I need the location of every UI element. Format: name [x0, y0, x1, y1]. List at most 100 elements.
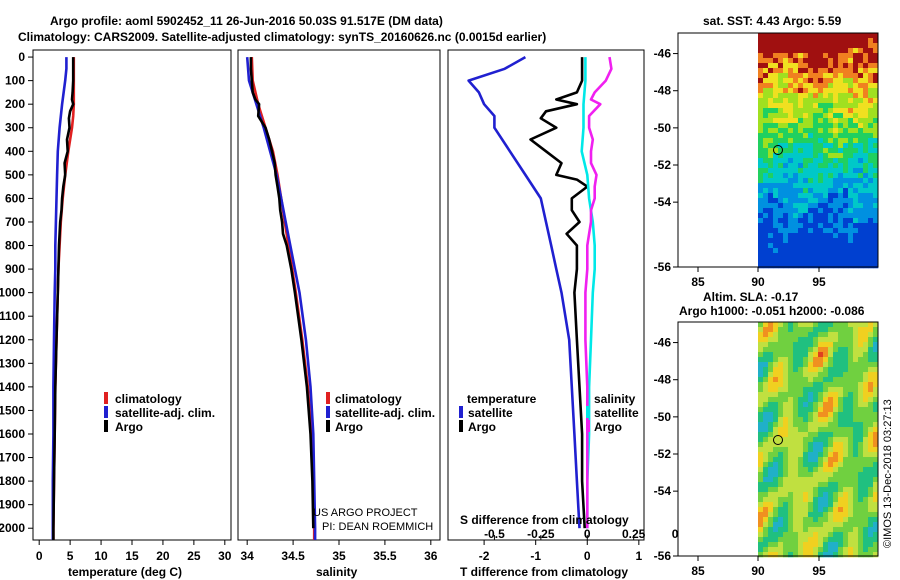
sla-cell: [848, 347, 854, 353]
sla-cell: [858, 387, 864, 393]
sst-cell: [833, 203, 839, 209]
sla-cell: [843, 522, 849, 528]
sst-cell: [863, 178, 869, 184]
sst-cell: [778, 93, 784, 99]
sst-cell: [773, 53, 779, 59]
sla-cell: [818, 322, 824, 328]
sla-cell: [803, 462, 809, 468]
sla-cell: [863, 532, 869, 538]
sla-cell: [768, 412, 774, 418]
sla-cell: [768, 322, 774, 328]
sla-cell: [758, 407, 764, 413]
sst-cell: [813, 223, 819, 229]
sst-cell: [808, 108, 814, 114]
sst-cell: [788, 73, 794, 79]
sst-cell: [843, 143, 849, 149]
sst-cell: [858, 73, 864, 79]
sst-cell: [843, 183, 849, 189]
sla-cell: [823, 432, 829, 438]
sst-cell: [833, 153, 839, 159]
sla-cell: [853, 332, 859, 338]
sst-cell: [783, 153, 789, 159]
sst-cell: [758, 183, 764, 189]
sla-cell: [773, 337, 779, 343]
sst-cell: [808, 123, 814, 129]
sst-cell: [798, 188, 804, 194]
sla-cell: [778, 522, 784, 528]
sst-cell: [848, 223, 854, 229]
sst-cell: [803, 38, 809, 44]
sst-cell: [833, 253, 839, 259]
sst-cell: [758, 113, 764, 119]
sst-cell: [763, 248, 769, 254]
sst-cell: [803, 233, 809, 239]
x-tick-label: 10: [94, 549, 108, 563]
sla-cell: [778, 537, 784, 543]
t-diff-x-axis: -2 -1 0 1: [479, 540, 642, 563]
sst-cell: [758, 173, 764, 179]
sst-cell: [873, 168, 879, 174]
sst-cell: [838, 258, 844, 264]
sla-cell: [873, 457, 879, 463]
sla-cell: [858, 392, 864, 398]
sst-cell: [818, 243, 824, 249]
sla-cell: [833, 452, 839, 458]
sst-cell: [833, 168, 839, 174]
sst-cell: [773, 48, 779, 54]
x-tick-label: 1: [635, 549, 642, 563]
t-diff-xlabel: T difference from climatology: [460, 565, 628, 579]
sla-cell: [848, 352, 854, 358]
sla-cell: [853, 452, 859, 458]
sla-cell: [818, 367, 824, 373]
sla-cell: [828, 432, 834, 438]
sst-cell: [803, 78, 809, 84]
sst-cell: [843, 53, 849, 59]
sst-cell: [828, 178, 834, 184]
sst-cell: [763, 73, 769, 79]
sst-cell: [808, 158, 814, 164]
sla-cell: [828, 527, 834, 533]
sla-cell: [808, 347, 814, 353]
sla-cell: [848, 497, 854, 503]
sst-cell: [778, 48, 784, 54]
sst-cell: [783, 263, 789, 269]
sst-cell: [768, 193, 774, 199]
sst-cell: [763, 148, 769, 154]
sla-cell: [798, 322, 804, 328]
sst-cell: [828, 93, 834, 99]
sla-cell: [808, 457, 814, 463]
x-tick-label: 34: [241, 549, 255, 563]
sla-cell: [758, 497, 764, 503]
sla-cell: [788, 527, 794, 533]
series-line-climatology: [250, 57, 316, 540]
sst-cell: [798, 93, 804, 99]
sst-cell: [783, 198, 789, 204]
sla-cell: [828, 507, 834, 513]
sst-cell: [783, 93, 789, 99]
sla-cell: [783, 337, 789, 343]
sla-cell: [823, 362, 829, 368]
sla-cell: [768, 537, 774, 543]
sla-cell: [803, 517, 809, 523]
sla-cell: [758, 432, 764, 438]
sst-cell: [848, 188, 854, 194]
sst-cell: [868, 233, 874, 239]
sla-cell: [863, 397, 869, 403]
sla-cell: [833, 372, 839, 378]
sla-cell: [858, 517, 864, 523]
sla-cell: [773, 477, 779, 483]
sst-heatmap: [758, 33, 879, 269]
sla-cell: [858, 402, 864, 408]
sla-cell: [808, 532, 814, 538]
sst-cell: [863, 238, 869, 244]
sst-cell: [823, 33, 829, 39]
sla-cell: [758, 337, 764, 343]
sla-cell: [773, 447, 779, 453]
sst-cell: [868, 183, 874, 189]
sst-cell: [763, 198, 769, 204]
sla-cell: [768, 422, 774, 428]
sla-cell: [828, 547, 834, 553]
sla-cell: [788, 392, 794, 398]
sla-cell: [838, 462, 844, 468]
sst-cell: [778, 208, 784, 214]
